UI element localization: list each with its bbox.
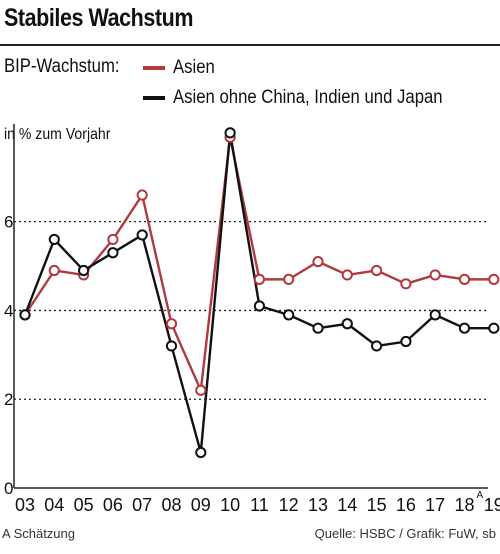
footnote: A Schätzung	[2, 526, 75, 541]
data-point-series-1	[253, 300, 265, 312]
x-tick-label: 07	[132, 495, 152, 515]
data-point-series-0	[165, 318, 178, 330]
data-point-series-1	[48, 233, 60, 246]
legend-swatch-asien	[143, 66, 165, 70]
data-point-series-1	[195, 446, 207, 459]
data-point-series-1	[458, 322, 471, 334]
x-tick-label: 19	[484, 495, 500, 515]
title-divider	[0, 44, 500, 46]
x-tick-label: 18	[454, 495, 474, 515]
source-credit: Quelle: HSBC / Grafik: FuW, sb	[314, 526, 496, 541]
data-point-series-0	[253, 273, 265, 285]
x-tick-label: 14	[337, 495, 357, 515]
data-point-series-1	[371, 340, 383, 352]
data-point-series-0	[107, 233, 119, 246]
data-point-series-0	[312, 256, 324, 268]
data-point-series-0	[136, 189, 148, 201]
x-tick-label: 16	[396, 495, 416, 515]
data-point-series-1	[19, 309, 31, 321]
legend-text-asien-ohne: Asien ohne China, Indien und Japan	[173, 87, 443, 108]
data-point-series-0	[488, 273, 500, 285]
data-point-series-1	[400, 335, 412, 348]
data-point-series-0	[458, 273, 471, 285]
x-tick-label: 13	[308, 495, 328, 515]
chart-title: Stabiles Wachstum	[4, 4, 194, 32]
data-point-series-1	[341, 318, 353, 330]
legend-item-asien: Asien	[143, 56, 221, 80]
data-point-series-1	[107, 247, 119, 259]
data-point-series-0	[195, 384, 207, 396]
x-tick-label: 17	[425, 495, 445, 515]
x-tick-label: 03	[15, 495, 35, 515]
legend-item-asien-ohne: Asien ohne China, Indien und Japan	[143, 86, 479, 110]
data-point-series-1	[78, 264, 90, 277]
x-tick-label: 12	[279, 495, 299, 515]
x-tick-label: 08	[161, 495, 181, 515]
y-tick-label: 2	[4, 390, 13, 409]
y-tick-label: 0	[4, 479, 13, 498]
y-axis-label: in % zum Vorjahr	[4, 126, 111, 143]
data-point-series-1	[429, 309, 441, 321]
data-point-series-0	[429, 269, 441, 281]
x-tick-label: 11	[250, 495, 269, 515]
data-point-series-0	[400, 278, 412, 290]
x-tick-label: 06	[103, 495, 123, 515]
data-point-series-0	[48, 264, 60, 277]
x-tick-label: 05	[74, 495, 94, 515]
series-line-1	[23, 131, 494, 454]
y-tick-label: 4	[4, 301, 13, 320]
x-tick-label: 15	[367, 495, 387, 515]
data-point-series-0	[371, 264, 383, 277]
data-point-series-1	[165, 340, 178, 352]
data-point-series-1	[224, 127, 236, 139]
x-tick-label: 10	[220, 495, 240, 515]
legend-swatch-asien-ohne	[143, 96, 165, 100]
data-point-series-1	[488, 322, 500, 334]
data-point-series-0	[283, 273, 295, 285]
x-tick-superscript: A	[477, 490, 484, 501]
legend-label: BIP-Wachstum:	[4, 56, 120, 77]
data-point-series-0	[341, 269, 353, 281]
legend-text-asien: Asien	[173, 57, 215, 78]
y-tick-label: 6	[4, 213, 13, 232]
x-tick-label: 09	[191, 495, 211, 515]
data-point-series-1	[136, 229, 148, 241]
x-tick-label: 04	[44, 495, 64, 515]
data-point-series-1	[283, 309, 295, 321]
data-point-series-1	[312, 322, 324, 334]
